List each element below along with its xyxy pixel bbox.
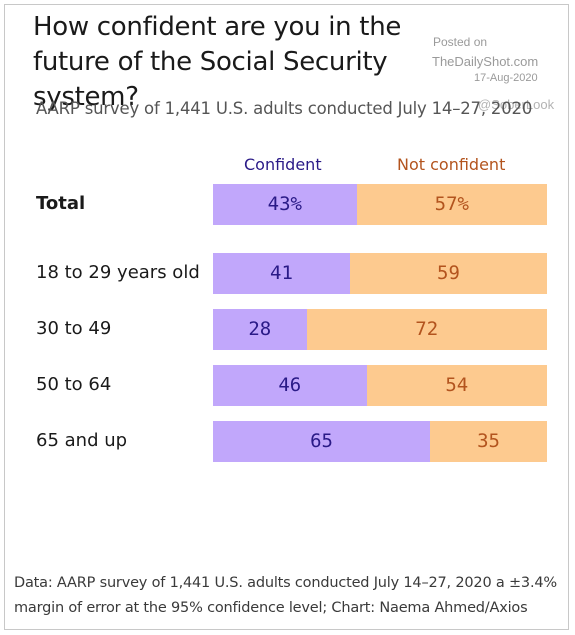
- data-label-confident: 65: [310, 430, 333, 452]
- bar-segment-not-confident: [366, 365, 547, 406]
- data-label-not-confident: 59: [437, 262, 460, 284]
- bar-segment-confident: [213, 365, 367, 406]
- watermark-date: 17-Aug-2020: [474, 72, 538, 84]
- category-label: 30 to 49: [36, 318, 112, 339]
- chart-source-note: Data: AARP survey of 1,441 U.S. adults c…: [14, 575, 557, 616]
- bar-segment-not-confident: [356, 184, 547, 225]
- data-label-not-confident: 57%: [434, 193, 469, 215]
- data-label-not-confident: 72: [415, 318, 439, 340]
- data-label-confident: 28: [248, 318, 272, 340]
- category-label: 18 to 29 years old: [36, 262, 200, 283]
- category-label: 50 to 64: [36, 374, 112, 395]
- data-label-confident: 41: [270, 262, 293, 284]
- watermark-site: TheDailyShot.com: [432, 54, 539, 69]
- bar-row: 28 72: [213, 309, 547, 350]
- bar-row: 41 59: [213, 253, 547, 294]
- bar-segment-confident: [213, 309, 307, 350]
- data-label-confident: 46: [278, 374, 302, 396]
- data-label-confident: 43%: [267, 193, 302, 215]
- watermark-posted-on: Posted on: [433, 35, 488, 49]
- bar-row: 65 35: [213, 421, 547, 462]
- bar-segment-not-confident: [430, 421, 547, 462]
- category-label: 65 and up: [36, 430, 128, 451]
- bar-segment-confident: [213, 253, 350, 294]
- bar-row: 43% 57%: [213, 184, 547, 225]
- bar-segment-not-confident: [306, 309, 547, 350]
- bar-segment-confident: [213, 421, 431, 462]
- bar-segment-not-confident: [349, 253, 547, 294]
- chart-title: How confident are you in the future of t…: [33, 12, 402, 112]
- data-label-not-confident: 35: [477, 430, 500, 452]
- legend-not-confident: Not confident: [397, 155, 506, 174]
- legend-confident: Confident: [244, 155, 322, 174]
- chart-subtitle: AARP survey of 1,441 U.S. adults conduct…: [36, 99, 533, 118]
- category-label: Total: [36, 193, 86, 214]
- bar-segment-confident: [213, 184, 357, 225]
- watermark-handle: @SoberLook: [478, 97, 555, 112]
- bar-row: 46 54: [213, 365, 547, 406]
- data-label-not-confident: 54: [445, 374, 469, 396]
